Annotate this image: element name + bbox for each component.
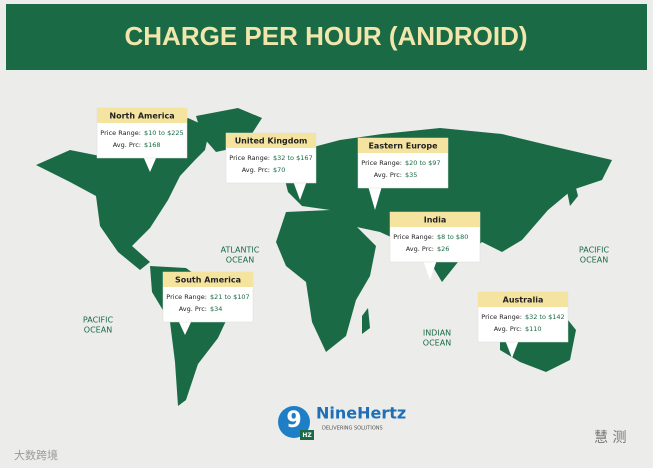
region-name: North America (109, 112, 174, 121)
avg-value: $70 (273, 166, 285, 174)
range-label: Price Range: (229, 154, 270, 162)
logo-badge (300, 430, 314, 440)
card-header (97, 108, 187, 123)
africa (276, 210, 376, 352)
avg-label: Avg. Prc: (374, 171, 402, 179)
avg-label: Avg. Prc: (179, 305, 207, 313)
range-label: Price Range: (481, 313, 522, 321)
logo-tagline: DELIVERING SOLUTIONS (322, 426, 383, 432)
card-pointer (293, 181, 307, 200)
range-value: $21 to $107 (210, 293, 250, 301)
avg-value: $35 (405, 171, 417, 179)
region-name: South America (175, 276, 241, 285)
ocean-word: OCEAN (226, 256, 254, 265)
watermark-right: 慧 测 (594, 430, 626, 446)
card-header (226, 133, 316, 148)
logo-mark: 9 (286, 408, 301, 433)
range-label: Price Range: (361, 159, 402, 167)
header-band (6, 4, 647, 70)
range-label: Price Range: (166, 293, 207, 301)
range-value: $32 to $142 (525, 313, 565, 321)
range-value: $20 to $97 (405, 159, 440, 167)
madagascar (362, 308, 370, 334)
avg-value: $34 (210, 305, 222, 313)
title: CHARGE PER HOUR (ANDROID) (125, 21, 528, 51)
watermark-left: 大数跨境 (14, 448, 58, 462)
logo-name: NineHertz (316, 404, 406, 423)
region-name: Eastern Europe (368, 142, 438, 151)
ocean-name: INDIAN (423, 329, 451, 338)
ocean-word: OCEAN (580, 256, 608, 265)
range-value: $8 to $80 (437, 233, 468, 241)
card-pointer (368, 186, 382, 210)
ocean-name: ATLANTIC (221, 246, 260, 255)
avg-label: Avg. Prc: (242, 166, 270, 174)
avg-label: Avg. Prc: (113, 141, 141, 149)
range-label: Price Range: (393, 233, 434, 241)
region-name: Australia (503, 296, 544, 305)
card-header (163, 272, 253, 287)
ocean-name: PACIFIC (579, 246, 610, 255)
avg-label: Avg. Prc: (494, 325, 522, 333)
card-pointer (178, 320, 192, 335)
region-name: India (424, 216, 447, 225)
ocean-word: OCEAN (423, 339, 451, 348)
region-name: United Kingdom (235, 137, 308, 146)
card-header (358, 138, 448, 153)
logo-badge-text: HZ (302, 432, 312, 439)
ocean-word: OCEAN (84, 326, 112, 335)
ocean-name: PACIFIC (83, 316, 114, 325)
range-value: $32 to $167 (273, 154, 313, 162)
avg-value: $26 (437, 245, 449, 253)
avg-value: $110 (525, 325, 542, 333)
card-pointer (505, 340, 519, 358)
avg-label: Avg. Prc: (406, 245, 434, 253)
avg-value: $168 (144, 141, 161, 149)
card-pointer (423, 260, 437, 280)
japan (566, 180, 578, 206)
card-header (478, 292, 568, 307)
card-header (390, 212, 480, 227)
range-label: Price Range: (100, 129, 141, 137)
range-value: $10 to $225 (144, 129, 184, 137)
card-pointer (143, 156, 157, 172)
